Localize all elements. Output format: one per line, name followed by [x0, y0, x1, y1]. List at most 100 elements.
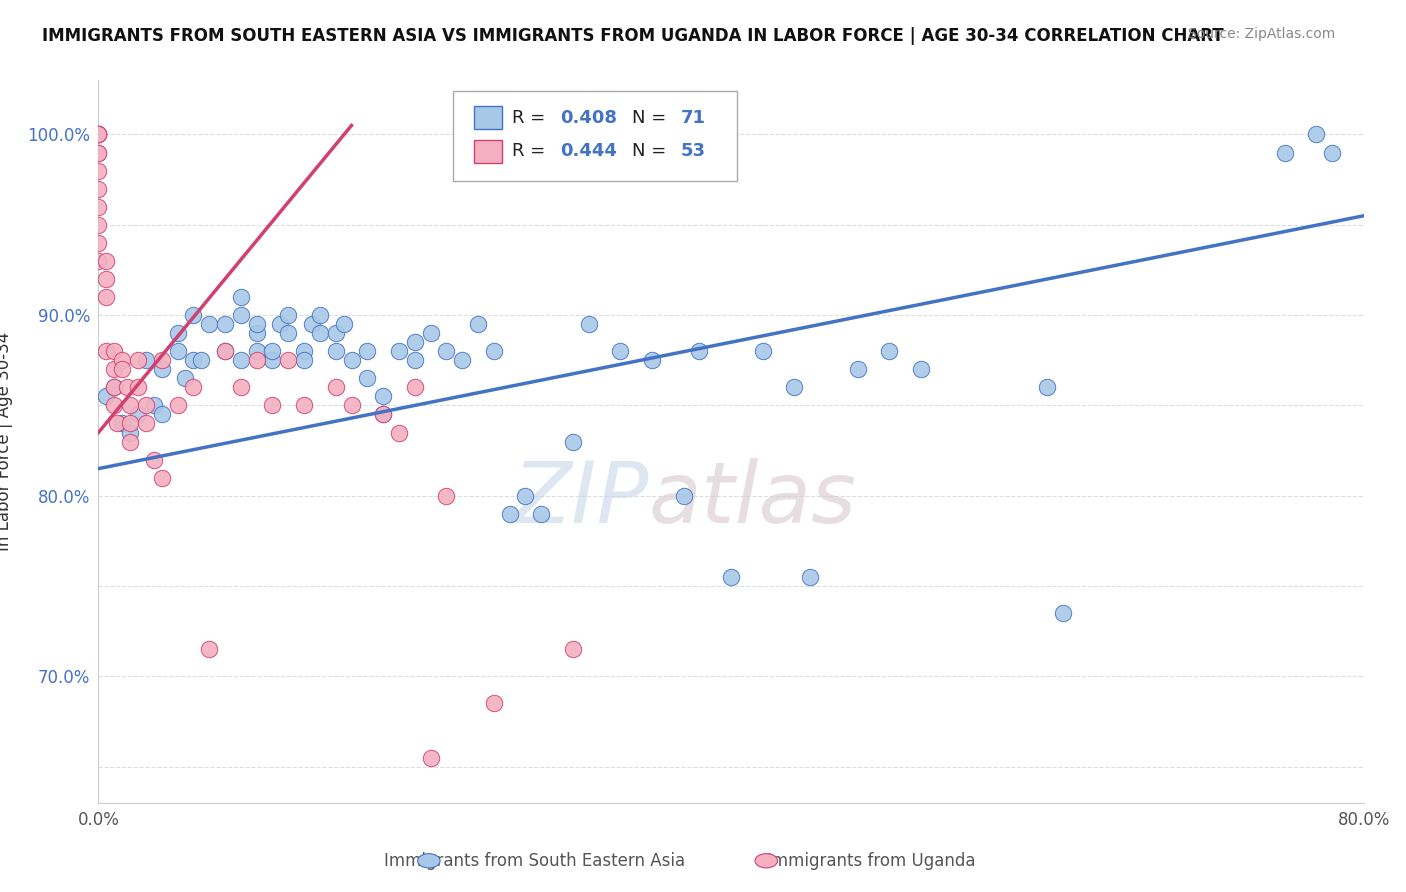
Point [87, 218, 110, 232]
Point [846, 362, 869, 376]
Point [87, 253, 110, 268]
Point [388, 344, 411, 359]
Point [277, 326, 299, 340]
Point [103, 398, 125, 412]
Point [174, 371, 197, 385]
Point [87, 145, 110, 160]
Text: Source: ZipAtlas.com: Source: ZipAtlas.com [1188, 27, 1336, 41]
Point [561, 434, 585, 449]
Point [87, 128, 110, 142]
Point [609, 344, 631, 359]
Text: 53: 53 [681, 142, 706, 160]
FancyBboxPatch shape [474, 106, 502, 129]
Text: ZIP: ZIP [513, 458, 648, 541]
Point [142, 398, 165, 412]
Point [150, 408, 173, 422]
Point [214, 317, 236, 331]
Point [150, 362, 173, 376]
Point [190, 353, 212, 368]
Point [515, 489, 537, 503]
Text: R =: R = [512, 142, 551, 160]
Point [292, 398, 315, 412]
Point [530, 507, 553, 521]
Point [111, 362, 134, 376]
Point [910, 362, 932, 376]
Point [246, 353, 269, 368]
Point [127, 408, 149, 422]
Point [262, 398, 284, 412]
Point [1274, 145, 1296, 160]
Point [103, 362, 125, 376]
Point [309, 326, 332, 340]
Point [388, 425, 411, 440]
Point [371, 408, 394, 422]
Point [277, 308, 299, 322]
Point [107, 417, 129, 431]
Point [451, 353, 474, 368]
Point [115, 380, 138, 394]
Point [87, 235, 110, 250]
Point [103, 380, 125, 394]
Point [111, 353, 134, 368]
Point [467, 317, 489, 331]
Point [127, 353, 149, 368]
Point [150, 353, 173, 368]
Point [482, 697, 505, 711]
Point [1305, 128, 1327, 142]
Point [672, 489, 695, 503]
Point [688, 344, 710, 359]
Point [799, 570, 821, 584]
Point [340, 398, 363, 412]
Point [183, 308, 205, 322]
Point [371, 389, 394, 403]
Point [87, 145, 110, 160]
Text: Immigrants from South Eastern Asia: Immigrants from South Eastern Asia [384, 852, 685, 870]
Point [87, 128, 110, 142]
Point [229, 380, 252, 394]
Point [103, 344, 125, 359]
Point [135, 353, 157, 368]
Point [183, 380, 205, 394]
Point [96, 253, 118, 268]
Point [751, 344, 773, 359]
Point [135, 398, 157, 412]
Point [183, 353, 205, 368]
Point [120, 434, 141, 449]
Point [135, 417, 157, 431]
FancyBboxPatch shape [474, 139, 502, 162]
Point [166, 326, 188, 340]
Y-axis label: In Labor Force | Age 30-34: In Labor Force | Age 30-34 [0, 332, 13, 551]
Text: R =: R = [512, 109, 551, 127]
Point [340, 353, 363, 368]
Point [246, 326, 269, 340]
Point [111, 417, 134, 431]
Point [262, 353, 284, 368]
Point [783, 380, 806, 394]
Point [325, 380, 347, 394]
FancyBboxPatch shape [453, 91, 737, 181]
Point [498, 507, 520, 521]
Point [641, 353, 664, 368]
Point [87, 163, 110, 178]
Text: N =: N = [633, 142, 672, 160]
Point [166, 398, 188, 412]
Point [150, 470, 173, 484]
Point [214, 344, 236, 359]
Point [720, 570, 742, 584]
Point [301, 317, 323, 331]
Point [87, 200, 110, 214]
Point [166, 344, 188, 359]
Text: 0.408: 0.408 [560, 109, 617, 127]
Point [262, 344, 284, 359]
Point [269, 317, 291, 331]
Point [120, 417, 141, 431]
Text: N =: N = [633, 109, 672, 127]
Point [87, 128, 110, 142]
Text: 71: 71 [681, 109, 706, 127]
Point [120, 425, 141, 440]
Point [1322, 145, 1344, 160]
Point [332, 317, 354, 331]
Point [419, 750, 441, 764]
Point [356, 344, 378, 359]
Point [436, 489, 458, 503]
